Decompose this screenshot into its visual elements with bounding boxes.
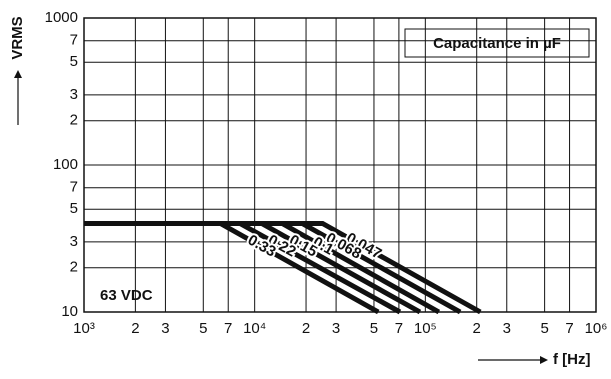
x-tick-label: 2: [473, 320, 481, 337]
y-tick-label: 7: [70, 32, 78, 49]
x-tick-label: 5: [370, 320, 378, 337]
x-tick-label: 5: [199, 320, 207, 337]
annotation: 63 VDC: [100, 287, 153, 304]
x-tick-label: 7: [224, 320, 232, 337]
x-tick-label: 3: [503, 320, 511, 337]
x-tick-label: 3: [332, 320, 340, 337]
y-tick-label: 2: [70, 259, 78, 276]
y-tick-label: 10: [61, 303, 78, 320]
line: [84, 220, 380, 315]
y-tick-label: 5: [70, 53, 78, 70]
y-tick-label: 5: [70, 200, 78, 217]
x-tick-label: 7: [565, 320, 573, 337]
x-tick-label: 5: [540, 320, 548, 337]
axis-arrow-head: [540, 356, 548, 364]
x-tick-label: 2: [302, 320, 310, 337]
y-axis-label: VRMS: [9, 16, 26, 59]
axis-arrow-head: [14, 70, 22, 78]
y-tick-label: 100: [53, 156, 78, 173]
annotation: Capacitance in µF: [433, 35, 561, 52]
x-tick-label: 10⁶: [585, 320, 608, 337]
x-tick-label: 3: [161, 320, 169, 337]
y-tick-label: 3: [70, 233, 78, 250]
x-tick-label: 2: [131, 320, 139, 337]
plot-frame: [83, 17, 597, 313]
x-tick-label: 10⁴: [243, 320, 266, 337]
x-axis-label: f [Hz]: [553, 351, 591, 368]
y-tick-label: 2: [70, 112, 78, 129]
x-tick-label: 10⁵: [414, 320, 437, 337]
x-tick-label: 10³: [73, 320, 95, 337]
x-tick-label: 7: [395, 320, 403, 337]
y-tick-label: 1000: [45, 9, 78, 26]
y-tick-label: 7: [70, 179, 78, 196]
annotation-box: [404, 28, 590, 58]
y-tick-label: 3: [70, 86, 78, 103]
